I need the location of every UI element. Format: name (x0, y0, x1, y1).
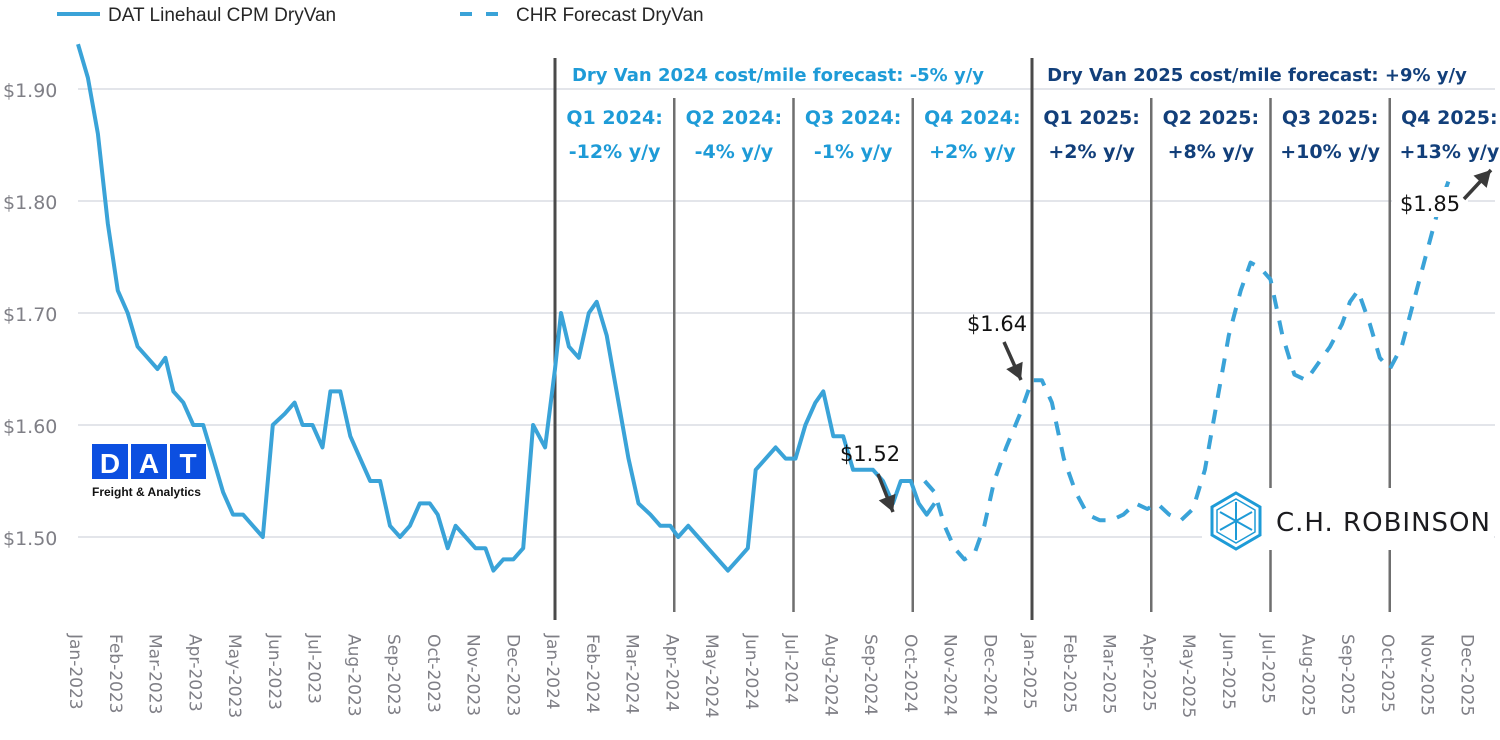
x-tick-label: Apr-2024 (661, 634, 681, 712)
y-tick-label: $1.60 (3, 416, 57, 438)
x-tick-label: May-2025 (1178, 634, 1198, 718)
dat-logo-box-t (170, 444, 206, 479)
legend-label-actual: DAT Linehaul CPM DryVan (108, 5, 336, 26)
annotation-label: $1.85 (1400, 192, 1460, 216)
y-axis-ticks: $1.50 $1.60 $1.70 $1.80 $1.90 (3, 80, 57, 550)
x-tick-label: Aug-2023 (343, 634, 363, 717)
dat-logo-letter-d: D (100, 448, 120, 479)
quarter-label: Q4 2025: (1401, 107, 1497, 129)
annotation-arrowhead (1006, 361, 1023, 380)
quarter-change: -12% y/y (569, 141, 661, 163)
x-axis-ticks: Jan-2023 Feb-2023 Mar-2023 Apr-2023 May-2023… (65, 633, 1476, 718)
x-tick-label: Jul-2024 (781, 633, 801, 704)
year-forecast-2024: Dry Van 2024 cost/mile forecast: -5% y/y (572, 65, 984, 86)
x-tick-label: Jul-2023 (304, 633, 324, 704)
annotation-background (1392, 187, 1468, 217)
y-tick-label: $1.50 (3, 528, 57, 550)
dat-logo-box-a (131, 444, 167, 479)
chr-logo: C.H. ROBINSON (1202, 488, 1494, 551)
quarter-change: -1% y/y (814, 141, 893, 163)
chr-hexagon-icon (1210, 491, 1262, 551)
x-tick-label: Nov-2023 (463, 634, 483, 716)
x-tick-label: Mar-2023 (145, 634, 165, 714)
legend: DAT Linehaul CPM DryVan CHR Forecast Dry… (57, 5, 704, 26)
x-tick-label: Jun-2023 (264, 633, 284, 710)
x-tick-label: Oct-2025 (1377, 634, 1397, 713)
x-tick-label: Nov-2025 (1417, 634, 1437, 716)
series-lines (76, 43, 1452, 573)
x-tick-label: Jun-2025 (1218, 633, 1238, 710)
x-tick-label: Dec-2025 (1456, 634, 1476, 716)
y-tick-label: $1.70 (3, 304, 57, 326)
series-line-actual (76, 43, 937, 573)
dat-logo-letter-t: T (179, 448, 196, 479)
legend-label-forecast: CHR Forecast DryVan (516, 5, 704, 26)
x-tick-label: Jan-2024 (542, 633, 562, 710)
x-tick-label: Feb-2023 (105, 634, 125, 714)
y-tick-label: $1.80 (3, 192, 57, 214)
annotation-label: $1.64 (967, 312, 1027, 336)
x-tick-label: Jan-2025 (1019, 633, 1039, 710)
quarter-label: Q4 2024: (924, 107, 1020, 129)
quarter-change: +2% y/y (929, 141, 1016, 163)
chr-logo-text: C.H. ROBINSON (1276, 508, 1491, 538)
x-tick-label: Feb-2025 (1059, 634, 1079, 714)
annotation-arrowhead (878, 493, 896, 512)
y-tick-label: $1.90 (3, 80, 57, 102)
series-line-forecast (923, 177, 1452, 562)
quarter-label: Q3 2024: (805, 107, 901, 129)
x-tick-label: Jun-2024 (741, 633, 761, 710)
dat-logo-letter-a: A (139, 448, 159, 479)
annotation-arrowhead (1473, 170, 1491, 188)
quarter-change: +13% y/y (1400, 141, 1500, 163)
x-tick-label: Aug-2024 (820, 634, 840, 717)
quarter-change: -4% y/y (695, 141, 774, 163)
x-tick-label: Sep-2025 (1337, 634, 1357, 715)
dat-logo-box-d (92, 444, 128, 479)
x-tick-label: May-2023 (224, 634, 244, 718)
dat-logo-tagline: Freight & Analytics (92, 485, 201, 499)
x-tick-label: Oct-2023 (423, 634, 443, 713)
x-tick-label: Oct-2024 (900, 634, 920, 713)
quarter-labels: Q1 2024: -12% y/y Q2 2024: -4% y/y Q3 2024: -… (566, 107, 1499, 163)
dat-logo: D A T Freight & Analytics (92, 444, 206, 499)
x-tick-label: Nov-2024 (940, 634, 960, 716)
annotation-label: $1.52 (840, 442, 900, 466)
annotations: $1.52 $1.64 $1.85 (840, 168, 1493, 513)
x-tick-label: Sep-2023 (383, 634, 403, 715)
year-forecast-2025: Dry Van 2025 cost/mile forecast: +9% y/y (1047, 65, 1467, 86)
x-tick-label: Feb-2024 (582, 634, 602, 714)
x-tick-label: Dec-2024 (979, 634, 999, 716)
x-tick-label: Apr-2025 (1138, 634, 1158, 712)
x-tick-label: Aug-2025 (1297, 634, 1317, 717)
x-tick-label: May-2024 (701, 634, 721, 718)
quarter-label: Q1 2024: (566, 107, 662, 129)
quarter-change: +8% y/y (1168, 141, 1255, 163)
x-tick-label: Jul-2025 (1258, 633, 1278, 704)
x-tick-label: Sep-2024 (860, 634, 880, 715)
quarter-change: +2% y/y (1048, 141, 1135, 163)
x-tick-label: Apr-2023 (184, 634, 204, 712)
quarter-change: +10% y/y (1280, 141, 1380, 163)
quarter-label: Q2 2025: (1163, 107, 1259, 129)
x-tick-label: Dec-2023 (502, 634, 522, 716)
x-tick-label: Mar-2024 (622, 634, 642, 714)
x-tick-label: Mar-2025 (1099, 634, 1119, 714)
quarter-label: Q3 2025: (1282, 107, 1378, 129)
quarter-label: Q1 2025: (1043, 107, 1139, 129)
quarter-label: Q2 2024: (686, 107, 782, 129)
x-tick-label: Jan-2023 (65, 633, 85, 710)
